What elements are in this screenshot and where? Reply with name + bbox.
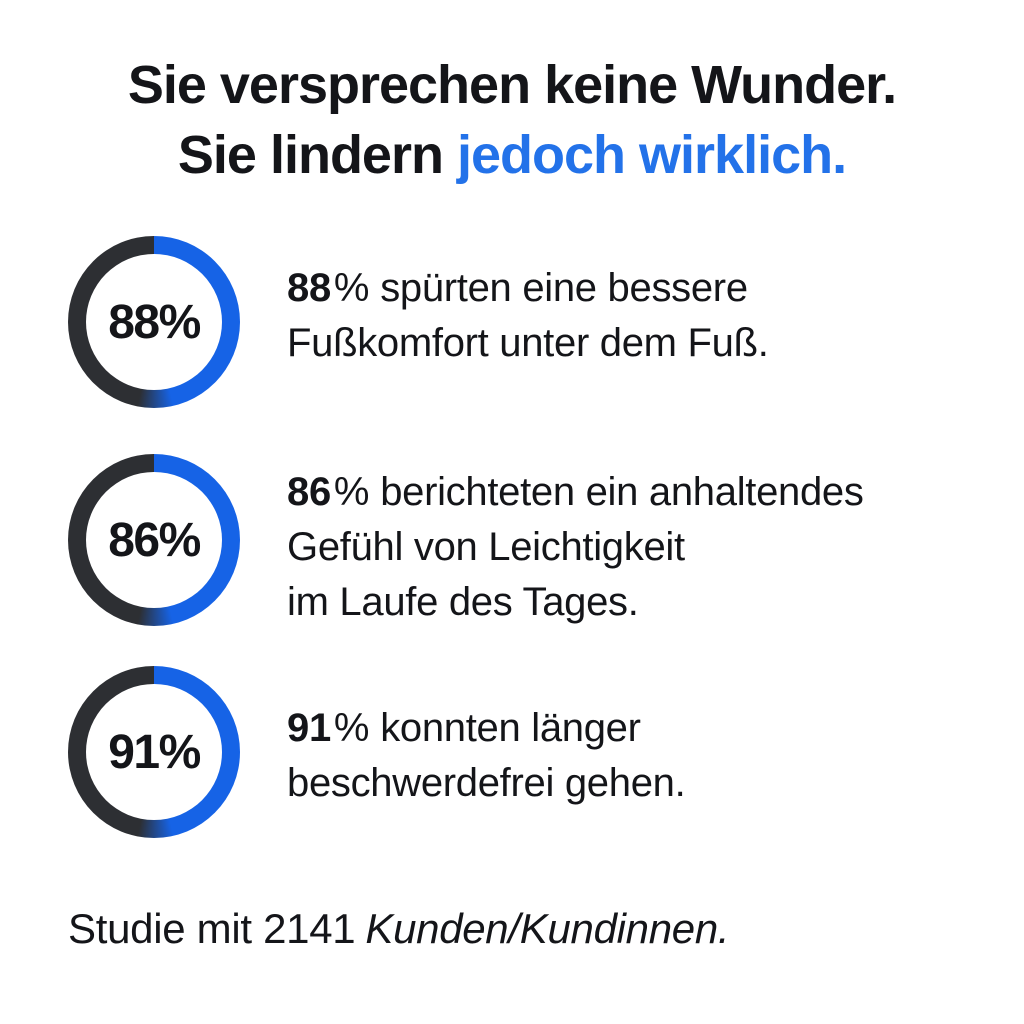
stat-row-91: 91% 91% konnten länger beschwerdefrei geh… bbox=[0, 666, 1024, 838]
headline-line-2-black: Sie lindern bbox=[177, 125, 444, 185]
stat-text-rest: konnten länger bbox=[380, 706, 641, 750]
progress-ring-86: 86% bbox=[68, 454, 240, 626]
stat-line: Fußkomfort unter dem Fuß. bbox=[287, 321, 769, 365]
stat-text-rest: spürten eine bessere bbox=[380, 266, 748, 310]
headline-line-2-accent: jedoch wirklich. bbox=[456, 125, 847, 185]
stat-row-88: 88% 88% spürten eine bessere Fußkomfort u… bbox=[0, 236, 1024, 408]
stat-text-rest: berichteten ein anhaltendes bbox=[380, 470, 864, 514]
progress-ring-91: 91% bbox=[68, 666, 240, 838]
ring-hole: 88% bbox=[86, 254, 222, 390]
footnote-regular: Studie mit 2141 bbox=[68, 905, 356, 952]
stat-number: 88 bbox=[287, 266, 331, 310]
stat-description-86: 86% berichteten ein anhaltendes Gefühl vo… bbox=[287, 465, 864, 630]
stat-line: 88% spürten eine bessere bbox=[287, 261, 769, 316]
ring-value-label: 91% bbox=[108, 725, 201, 779]
stat-line: Gefühl von Leichtigkeit bbox=[287, 525, 685, 569]
footnote-italic: Kunden/Kundinnen. bbox=[365, 905, 730, 952]
headline: Sie versprechen keine Wunder. Sie linder… bbox=[0, 50, 1024, 190]
stat-row-86: 86% 86% berichteten ein anhaltendes Gefüh… bbox=[0, 454, 1024, 626]
stat-number: 86 bbox=[287, 470, 331, 514]
stat-number: 91 bbox=[287, 706, 331, 750]
ring-hole: 91% bbox=[86, 684, 222, 820]
ring-hole: 86% bbox=[86, 472, 222, 608]
progress-ring-88: 88% bbox=[68, 236, 240, 408]
headline-line-1: Sie versprechen keine Wunder. bbox=[127, 55, 897, 115]
stat-description-91: 91% konnten länger beschwerdefrei gehen. bbox=[287, 701, 686, 811]
headline-line-2: Sie lindern jedoch wirklich. bbox=[0, 120, 1024, 190]
percent-sign: % bbox=[333, 266, 370, 310]
ring-value-label: 86% bbox=[108, 513, 201, 567]
stat-line: 86% berichteten ein anhaltendes bbox=[287, 465, 864, 520]
ring-value-label: 88% bbox=[108, 295, 201, 349]
stat-description-88: 88% spürten eine bessere Fußkomfort unter… bbox=[287, 261, 769, 371]
stat-line: 91% konnten länger bbox=[287, 701, 685, 756]
study-footnote: Studie mit 2141 Kunden/Kundinnen. bbox=[68, 905, 730, 953]
stat-line: im Laufe des Tages. bbox=[287, 580, 639, 624]
stat-line: beschwerdefrei gehen. bbox=[287, 761, 686, 805]
percent-sign: % bbox=[333, 706, 370, 750]
percent-sign: % bbox=[333, 470, 370, 514]
